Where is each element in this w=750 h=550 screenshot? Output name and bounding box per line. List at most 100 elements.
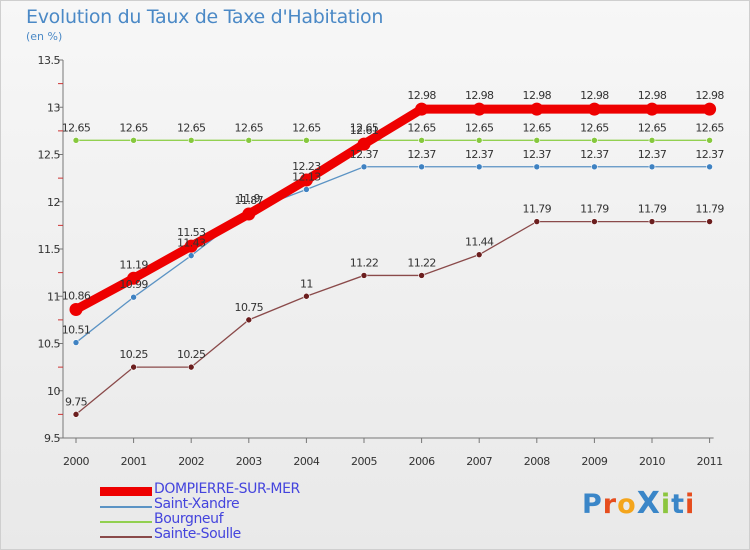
x-tick-label: 2001: [121, 455, 147, 468]
y-tick-label: 10: [47, 385, 60, 398]
chart-unit: (en %): [26, 30, 63, 43]
y-tick-label: 12.5: [38, 149, 61, 162]
data-label: 10.25: [119, 348, 148, 361]
data-labels: 10.86 11.19 11.53 11.87 12.23 12.61 12.98 12.98…: [62, 89, 725, 408]
data-label: 12.37: [407, 148, 436, 161]
series-saint-xandre: [72, 163, 713, 346]
data-point: [184, 239, 198, 253]
data-label: 12.37: [580, 148, 609, 161]
data-label: 11.79: [580, 203, 609, 216]
logo-letter: P: [582, 489, 603, 520]
data-label: 12.65: [580, 121, 609, 134]
data-label: 11.53: [177, 226, 206, 239]
data-label: 12.98: [465, 89, 494, 102]
data-label: 12.65: [177, 121, 206, 134]
data-point: [648, 163, 656, 171]
data-label: 12.23: [292, 160, 321, 173]
data-label: 12.98: [523, 89, 552, 102]
data-label: 12.98: [695, 89, 724, 102]
data-label: 11.22: [407, 256, 436, 269]
data-point: [242, 207, 256, 221]
data-point: [648, 218, 656, 225]
data-label: 12.37: [638, 148, 667, 161]
data-point: [472, 102, 486, 116]
x-tick-label: 2007: [466, 455, 492, 468]
series-line: [71, 104, 715, 314]
data-label: 12.37: [350, 148, 379, 161]
data-point: [130, 137, 137, 144]
x-tick-label: 2010: [639, 455, 665, 468]
data-label: 12.37: [523, 148, 552, 161]
data-point: [187, 137, 195, 144]
data-label: 11.22: [350, 256, 379, 269]
data-point: [530, 102, 544, 116]
data-point: [648, 137, 656, 144]
data-point: [72, 339, 80, 346]
data-point: [475, 163, 483, 171]
legend-swatch: [100, 506, 152, 508]
data-point: [72, 411, 80, 418]
data-label: 12.65: [292, 121, 321, 134]
data-point: [130, 363, 137, 371]
data-label: 10.25: [177, 348, 206, 361]
y-tick-label: 11: [47, 290, 60, 303]
data-point: [299, 173, 313, 187]
y-tick-label: 13.5: [38, 54, 61, 67]
data-point: [69, 302, 83, 316]
data-point: [360, 163, 368, 171]
data-point: [245, 137, 253, 144]
series-dompierre-sur-mer: [69, 102, 717, 316]
logo-letter: i: [685, 489, 696, 520]
data-point: [418, 272, 425, 279]
y-tick-label: 9.5: [44, 432, 60, 445]
data-point: [245, 316, 253, 324]
legend-label: Saint-Xandre: [154, 496, 240, 512]
y-tick-label: 11.5: [38, 243, 61, 256]
x-tick-label: 2000: [63, 455, 89, 468]
series-line: [75, 220, 710, 415]
axes: 9.5 10 10.5 11 11.5 12 12.5 13 13.5 2000 2001 2002 2…: [38, 54, 724, 468]
data-label: 12.65: [695, 121, 724, 134]
data-point: [645, 102, 659, 116]
data-label: 11.87: [235, 194, 264, 207]
data-point: [130, 293, 137, 301]
logo-letter: i: [660, 489, 672, 520]
data-point: [418, 163, 425, 171]
data-label: 11.9: [238, 192, 261, 205]
data-point: [303, 186, 310, 193]
x-tick-label: 2002: [178, 455, 204, 468]
data-label: 12.65: [523, 121, 552, 134]
data-point: [533, 163, 541, 171]
logo-letter: o: [617, 489, 637, 520]
y-tick-label: 10.5: [38, 338, 61, 351]
data-point: [591, 218, 598, 225]
data-point: [187, 252, 195, 259]
data-point: [591, 137, 598, 144]
data-label: 12.65: [350, 121, 379, 134]
x-tick-label: 2006: [409, 455, 435, 468]
x-tick-label: 2011: [697, 455, 723, 468]
data-label: 12.98: [638, 89, 667, 102]
x-tick-label: 2005: [351, 455, 377, 468]
x-tick-label: 2009: [581, 455, 607, 468]
x-tick-label: 2003: [236, 455, 262, 468]
data-label: 11.44: [465, 236, 494, 249]
data-point: [706, 137, 713, 144]
data-label: 10.99: [119, 278, 148, 291]
legend-label: Sainte-Soulle: [154, 526, 241, 542]
logo-letter: X: [636, 486, 661, 521]
data-label: 12.65: [62, 121, 91, 134]
legend-label: Bourgneuf: [154, 511, 224, 527]
series-bourgneuf: [72, 137, 713, 144]
data-point: [706, 218, 713, 225]
data-point: [303, 292, 310, 300]
data-label: 12.65: [465, 121, 494, 134]
data-label: 12.61: [350, 124, 379, 137]
data-label: 12.65: [119, 121, 148, 134]
data-label: 12.37: [465, 148, 494, 161]
data-label: 12.65: [235, 121, 264, 134]
logo-letter: r: [602, 489, 618, 520]
x-tick-label: 2008: [524, 455, 550, 468]
data-label: 11.79: [638, 203, 667, 216]
data-point: [706, 163, 713, 171]
